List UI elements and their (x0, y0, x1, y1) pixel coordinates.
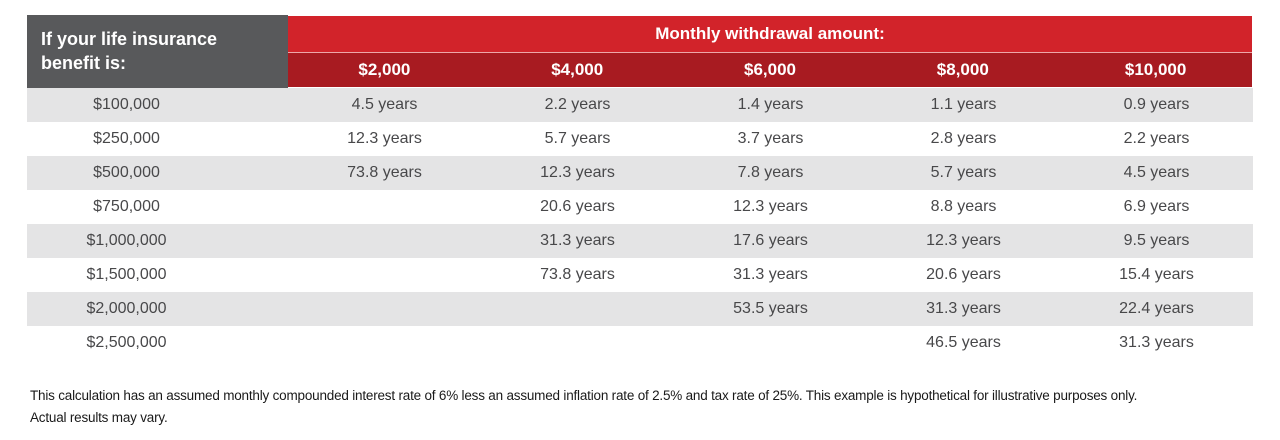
column-header-8000: $8,000 (936, 59, 989, 79)
table-row: $1,500,000 73.8 years 31.3 years 20.6 ye… (27, 258, 1253, 292)
value-cell: 2.8 years (930, 130, 997, 147)
column-header-10000: $10,000 (1124, 59, 1187, 79)
value-cell (288, 224, 481, 258)
column-header-row: $2,000 $4,000 $6,000 $8,000 $10,000 (288, 52, 1252, 87)
value-cell: 15.4 years (1119, 266, 1194, 283)
table-row: $100,000 4.5 years 2.2 years 1.4 years 1… (27, 88, 1253, 122)
footnote-line-1: This calculation has an assumed monthly … (30, 388, 1138, 403)
column-header-6000: $6,000 (743, 59, 796, 79)
table-row: $250,000 12.3 years 5.7 years 3.7 years … (27, 122, 1253, 156)
value-cell: 9.5 years (1123, 232, 1190, 249)
value-cell: 5.7 years (930, 164, 997, 181)
value-cell: 7.8 years (737, 164, 804, 181)
value-cell (288, 190, 481, 224)
value-cell: 31.3 years (926, 300, 1001, 317)
life-insurance-withdrawal-table: If your life insurance benefit is: Month… (27, 15, 1253, 360)
benefit-cell: $1,000,000 (86, 232, 167, 249)
value-cell: 4.5 years (351, 96, 418, 113)
benefit-cell: $750,000 (93, 198, 160, 215)
table-row: $2,000,000 53.5 years 31.3 years 22.4 ye… (27, 292, 1253, 326)
value-cell: 12.3 years (733, 198, 808, 215)
value-cell: 31.3 years (733, 266, 808, 283)
table-row: $500,000 73.8 years 12.3 years 7.8 years… (27, 156, 1253, 190)
withdrawal-header-group: Monthly withdrawal amount: $2,000 $4,000… (288, 15, 1253, 88)
table-row: $750,000 20.6 years 12.3 years 8.8 years… (27, 190, 1253, 224)
value-cell: 31.3 years (540, 232, 615, 249)
table-header: If your life insurance benefit is: Month… (27, 15, 1253, 88)
benefit-cell: $2,500,000 (86, 334, 167, 351)
value-cell: 31.3 years (1119, 334, 1194, 351)
value-cell: 46.5 years (926, 334, 1001, 351)
footnote: This calculation has an assumed monthly … (30, 385, 1270, 428)
table-row: $1,000,000 31.3 years 17.6 years 12.3 ye… (27, 224, 1253, 258)
value-cell: 4.5 years (1123, 164, 1190, 181)
value-cell (481, 292, 674, 326)
value-cell: 0.9 years (1123, 96, 1190, 113)
benefit-header-label: If your life insurance benefit is: (41, 28, 218, 73)
value-cell: 20.6 years (540, 198, 615, 215)
value-cell: 5.7 years (544, 130, 611, 147)
value-cell: 73.8 years (540, 266, 615, 283)
column-header-2000: $2,000 (358, 59, 411, 79)
value-cell: 3.7 years (737, 130, 804, 147)
benefit-header-cell: If your life insurance benefit is: (27, 15, 288, 88)
value-cell: 12.3 years (926, 232, 1001, 249)
value-cell: 1.1 years (930, 96, 997, 113)
column-header-4000: $4,000 (551, 59, 604, 79)
value-cell: 17.6 years (733, 232, 808, 249)
benefit-cell: $100,000 (93, 96, 160, 113)
table-row: $2,500,000 46.5 years 31.3 years (27, 326, 1253, 360)
value-cell: 53.5 years (733, 300, 808, 317)
value-cell: 12.3 years (347, 130, 422, 147)
benefit-cell: $250,000 (93, 130, 160, 147)
value-cell: 20.6 years (926, 266, 1001, 283)
withdrawal-group-title: Monthly withdrawal amount: (288, 16, 1252, 53)
value-cell: 2.2 years (1123, 130, 1190, 147)
value-cell (481, 326, 674, 360)
benefit-cell: $2,000,000 (86, 300, 167, 317)
value-cell: 12.3 years (540, 164, 615, 181)
value-cell: 73.8 years (347, 164, 422, 181)
value-cell (288, 258, 481, 292)
value-cell (288, 326, 481, 360)
benefit-cell: $1,500,000 (86, 266, 167, 283)
value-cell: 22.4 years (1119, 300, 1194, 317)
value-cell (674, 326, 867, 360)
benefit-cell: $500,000 (93, 164, 160, 181)
value-cell: 1.4 years (737, 96, 804, 113)
value-cell: 2.2 years (544, 96, 611, 113)
value-cell (288, 292, 481, 326)
value-cell: 8.8 years (930, 198, 997, 215)
value-cell: 6.9 years (1123, 198, 1190, 215)
footnote-line-2: Actual results may vary. (30, 409, 168, 425)
